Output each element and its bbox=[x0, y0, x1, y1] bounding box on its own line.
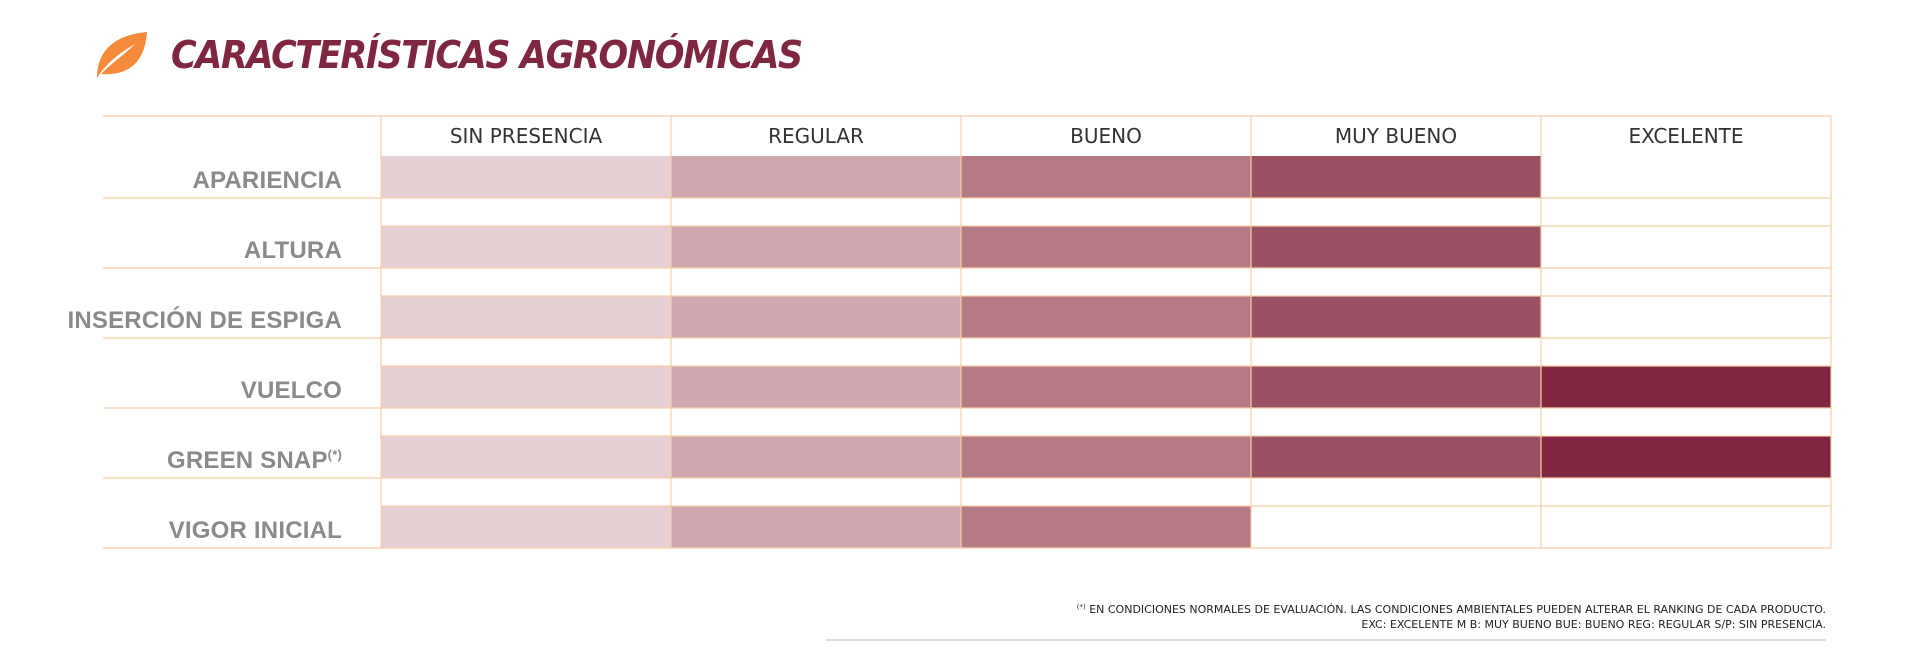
bar-segment bbox=[1541, 366, 1831, 408]
title-row: CARACTERÍSTICAS AGRONÓMICAS bbox=[95, 27, 857, 83]
row-label: ALTURA bbox=[244, 237, 342, 264]
row-label: VUELCO bbox=[241, 377, 342, 404]
bar-segment bbox=[381, 156, 671, 198]
bar-segment bbox=[671, 436, 961, 478]
column-label: MUY BUENO bbox=[1335, 124, 1457, 148]
row-label: INSERCIÓN DE ESPIGA bbox=[67, 306, 342, 334]
bar-segment bbox=[381, 226, 671, 268]
row-label: APARIENCIA bbox=[192, 167, 342, 194]
column-label: EXCELENTE bbox=[1628, 124, 1743, 148]
bar-segment bbox=[1251, 366, 1541, 408]
bar-segment bbox=[671, 366, 961, 408]
bar-segment bbox=[1251, 296, 1541, 338]
footnote-divider bbox=[826, 639, 1826, 641]
bar-segment bbox=[1251, 226, 1541, 268]
bar-segment bbox=[1541, 436, 1831, 478]
footnote-marker: (*) bbox=[1076, 603, 1086, 611]
bar-segment bbox=[671, 156, 961, 198]
page-title: CARACTERÍSTICAS AGRONÓMICAS bbox=[171, 33, 803, 77]
bar-segment bbox=[1251, 156, 1541, 198]
bar-segment bbox=[961, 506, 1251, 548]
bar-segment bbox=[961, 366, 1251, 408]
footnote-line-2: EXC: EXCELENTE M B: MUY BUENO BUE: BUENO… bbox=[1361, 618, 1826, 631]
row-label: GREEN SNAP(*) bbox=[167, 447, 342, 474]
bar-segment bbox=[961, 226, 1251, 268]
bar-segment bbox=[961, 436, 1251, 478]
bar-segment bbox=[671, 506, 961, 548]
leaf-icon bbox=[97, 32, 147, 78]
bar-segment bbox=[381, 366, 671, 408]
grid-horizontal bbox=[103, 115, 1831, 549]
column-label: BUENO bbox=[1070, 124, 1142, 148]
footnote-line-1: (*) EN CONDICIONES NORMALES DE EVALUACIÓ… bbox=[1077, 600, 1826, 617]
row-label: VIGOR INICIAL bbox=[169, 517, 342, 544]
column-label: REGULAR bbox=[768, 124, 864, 148]
footnote-text: EN CONDICIONES NORMALES DE EVALUACIÓN. L… bbox=[1085, 603, 1826, 616]
footnote: (*) EN CONDICIONES NORMALES DE EVALUACIÓ… bbox=[1077, 600, 1826, 632]
bar-segment bbox=[381, 506, 671, 548]
column-label: SIN PRESENCIA bbox=[450, 124, 603, 148]
bar-segment bbox=[1251, 436, 1541, 478]
bar-segment bbox=[381, 436, 671, 478]
row-labels: APARIENCIA ALTURA INSERCIÓN DE ESPIGA VUELC… bbox=[67, 167, 342, 544]
bars-layer bbox=[381, 156, 1831, 548]
bar-segment bbox=[671, 296, 961, 338]
bar-segment bbox=[381, 296, 671, 338]
column-labels: SIN PRESENCIA REGULAR BUENO MUY BUENO EXCELE… bbox=[450, 124, 1744, 148]
grid-vertical bbox=[380, 116, 1832, 548]
bar-segment bbox=[671, 226, 961, 268]
bar-segment bbox=[961, 156, 1251, 198]
bar-segment bbox=[961, 296, 1251, 338]
